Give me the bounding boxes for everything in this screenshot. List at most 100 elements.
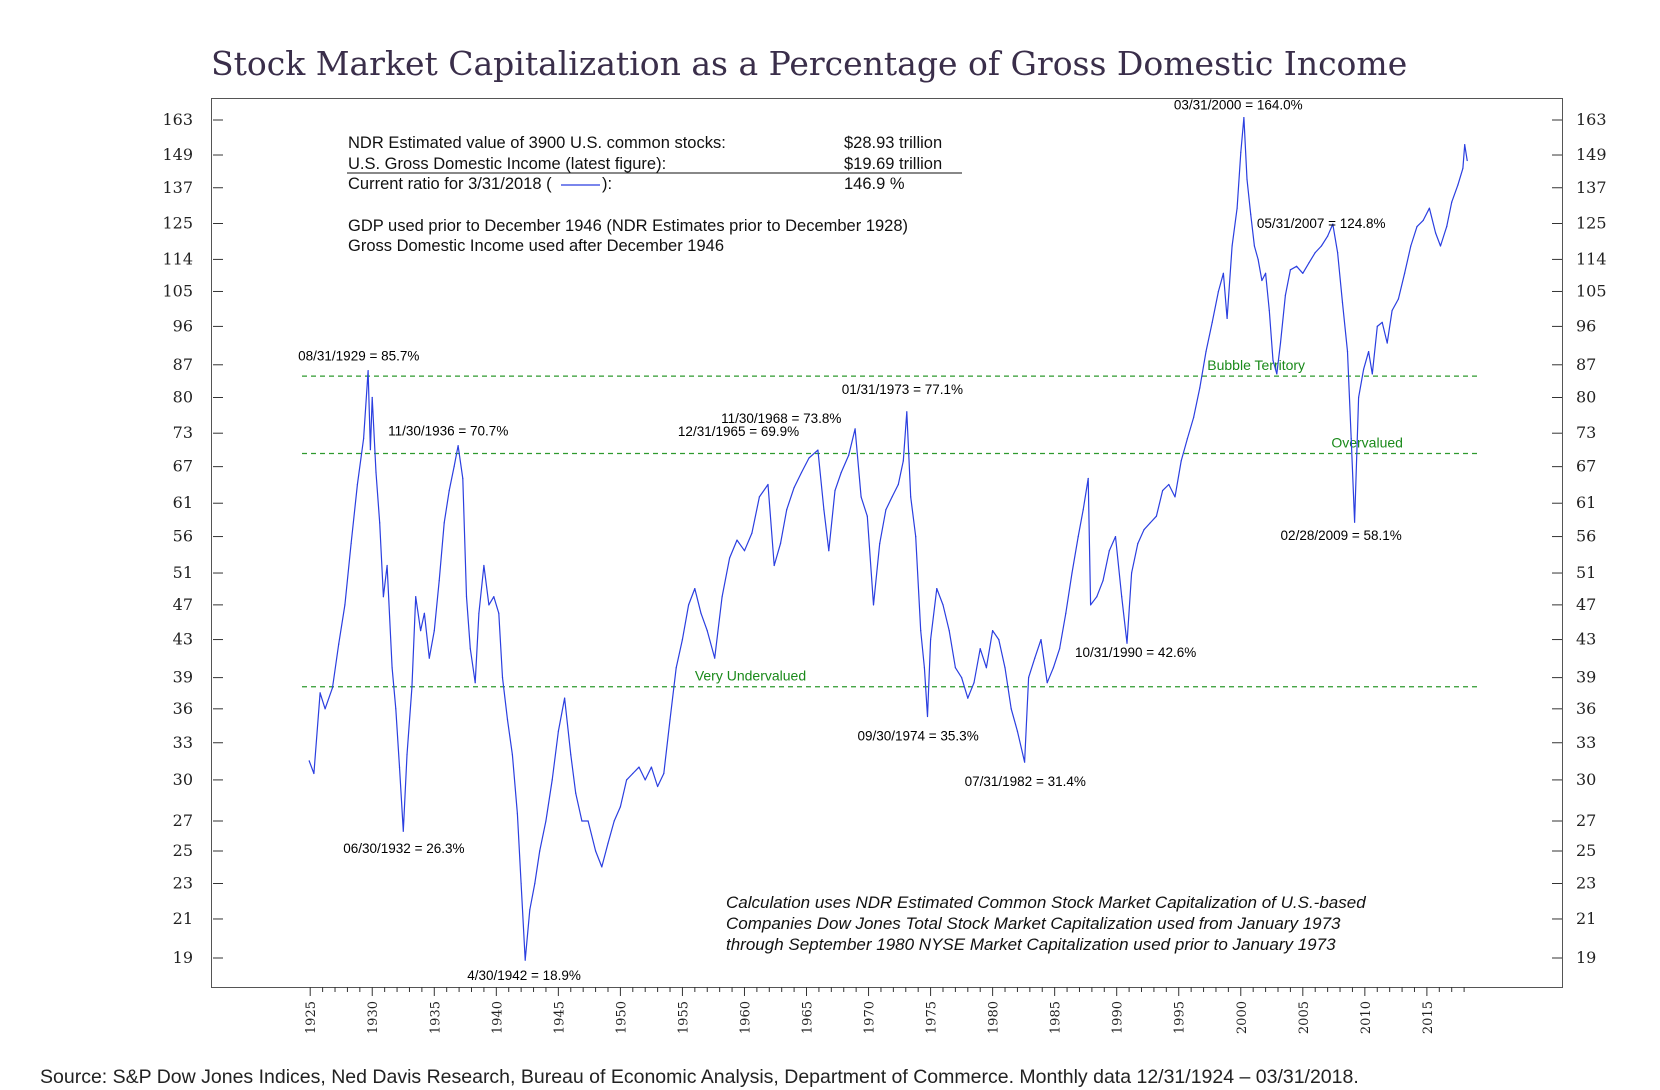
data-point: [1168, 483, 1170, 486]
calc-note: Calculation uses NDR Estimated Common St…: [726, 893, 1366, 954]
data-point: [375, 471, 377, 474]
data-point: [920, 630, 922, 632]
data-point: [1284, 294, 1286, 296]
y-tick-label-right: 137: [1576, 178, 1607, 197]
data-point: [1376, 325, 1378, 327]
data-point: [338, 643, 340, 645]
y-tick-label-right: 47: [1576, 595, 1596, 614]
data-point: [926, 715, 929, 718]
data-point: [1246, 178, 1248, 180]
data-point: [1108, 550, 1110, 552]
data-point: [371, 396, 373, 399]
y-tick-label-right: 51: [1576, 563, 1596, 582]
data-point: [779, 543, 782, 545]
data-point: [1391, 309, 1393, 312]
y-tick-label-right: 39: [1576, 668, 1596, 687]
data-point: [1404, 272, 1406, 274]
y-tick-label-right: 61: [1576, 493, 1596, 512]
series-line: [308, 117, 1468, 961]
annotation-label: 11/30/1936 = 70.7%: [388, 424, 508, 439]
data-point: [313, 772, 315, 775]
data-point: [469, 648, 471, 650]
y-tick-label-left: 114: [162, 249, 193, 268]
data-point: [1464, 144, 1466, 146]
data-point: [331, 687, 334, 689]
data-point: [721, 596, 723, 598]
data-point: [729, 557, 731, 559]
data-point: [498, 612, 500, 614]
data-point: [1087, 477, 1089, 480]
data-point: [516, 813, 519, 815]
calc-note-line-2: Companies Dow Jones Total Stock Market C…: [726, 914, 1341, 933]
data-point: [1337, 252, 1339, 254]
data-point: [1250, 213, 1252, 215]
data-point: [767, 483, 769, 486]
data-point: [751, 532, 753, 534]
data-point: [1371, 373, 1373, 375]
data-point: [872, 604, 875, 606]
data-point: [395, 708, 397, 710]
y-tick-label-left: 125: [162, 213, 193, 232]
data-point: [1358, 396, 1360, 399]
data-point: [483, 564, 485, 567]
annotation-label: 08/31/1929 = 85.7%: [298, 349, 419, 364]
y-tick-label-left: 36: [173, 699, 193, 718]
data-point: [367, 370, 369, 372]
data-point: [663, 772, 665, 775]
data-point: [714, 657, 716, 659]
data-point: [1346, 351, 1349, 353]
data-point: [866, 515, 868, 517]
data-point: [356, 483, 358, 486]
data-point: [1016, 730, 1019, 732]
data-point: [1261, 279, 1263, 282]
data-point: [1205, 351, 1207, 353]
data-point: [793, 487, 795, 489]
data-point: [650, 766, 653, 768]
data-point: [632, 772, 634, 775]
data-point: [391, 667, 393, 669]
x-tick-label: 1975: [925, 1001, 940, 1034]
data-point: [1096, 596, 1098, 598]
data-point: [493, 596, 495, 598]
data-point: [529, 909, 531, 911]
data-point: [1240, 151, 1242, 153]
y-tick-label-left: 39: [173, 668, 193, 687]
x-tick-label: 1955: [676, 1001, 691, 1034]
info-row2-value: $19.69 trillion: [844, 155, 942, 173]
data-point: [1162, 490, 1164, 492]
zone-label: Bubble Territory: [1207, 357, 1305, 373]
y-tick-label-right: 33: [1576, 733, 1596, 752]
data-point: [462, 477, 464, 480]
data-point: [817, 449, 819, 451]
data-point: [1368, 351, 1370, 353]
data-point: [433, 630, 435, 632]
data-point: [601, 866, 603, 868]
data-point: [344, 604, 346, 606]
data-point: [1180, 460, 1182, 462]
y-tick-label-left: 137: [162, 178, 193, 197]
y-tick-label-right: 43: [1576, 630, 1596, 649]
data-point: [406, 754, 408, 756]
y-tick-label-left: 163: [162, 110, 193, 129]
data-point: [854, 428, 856, 430]
data-point: [967, 697, 969, 699]
data-point: [1439, 245, 1442, 247]
x-tick-label: 1985: [1049, 1001, 1064, 1034]
data-point: [828, 550, 830, 552]
x-tick-label: 2005: [1297, 1001, 1312, 1034]
y-tick-label-left: 47: [173, 595, 193, 614]
data-point: [411, 687, 413, 689]
data-point: [402, 830, 404, 832]
data-point: [834, 490, 836, 492]
y-tick-label-right: 114: [1576, 249, 1607, 268]
data-point: [570, 754, 572, 756]
data-point: [1174, 496, 1176, 498]
data-point: [823, 509, 825, 511]
data-point: [1253, 245, 1255, 247]
data-point: [1276, 373, 1278, 375]
data-point: [575, 792, 577, 794]
data-point: [1265, 272, 1267, 274]
x-tick-label: 1960: [738, 1001, 753, 1034]
data-point: [1114, 536, 1117, 538]
